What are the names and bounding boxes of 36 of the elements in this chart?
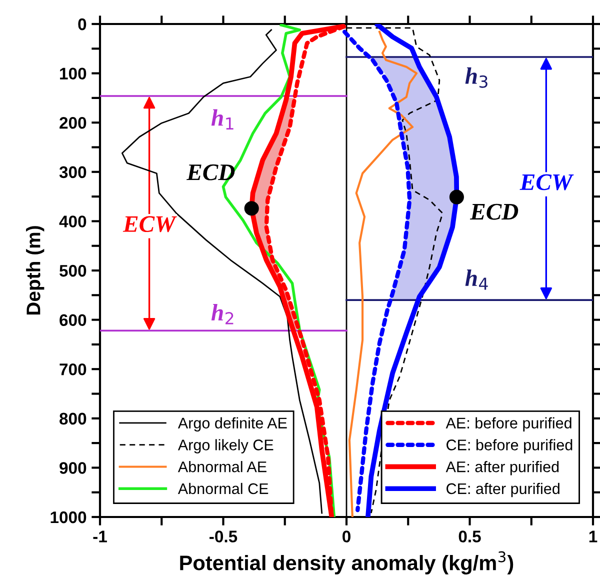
x-tick-label: 0 (342, 530, 350, 542)
y-tick-label: 500 (60, 264, 86, 277)
legend-label: CE: before purified (446, 439, 572, 454)
legend-label: AE: after purified (446, 461, 559, 476)
x-tick-label: -1 (93, 530, 107, 542)
annotation: ECD (470, 204, 518, 220)
x-tick-label: -0.5 (210, 530, 238, 542)
legend-label: Abnormal AE (178, 461, 266, 472)
line-series (348, 30, 418, 517)
x-tick-label: 1 (589, 530, 598, 542)
legend-label: Argo likely CE (178, 439, 274, 454)
annotation: h$_{1}$ (211, 109, 234, 130)
line-series (121, 29, 323, 514)
annotation: ECW (520, 174, 574, 190)
y-tick-label: 200 (60, 117, 86, 129)
legend-label: Abnormal CE (178, 482, 268, 494)
x-axis-title: Potential density anomaly (kg/m$^{3}$) (180, 551, 514, 574)
y-tick-label: 800 (60, 412, 86, 425)
line-series (342, 30, 412, 512)
legend-label: AE: before purified (446, 417, 572, 432)
x-tick-label: 0.5 (458, 530, 481, 542)
y-tick-label: 900 (60, 462, 86, 474)
y-tick-label: 600 (60, 314, 86, 326)
y-axis-title: Depth (m) (26, 226, 44, 315)
annotation: h$_{2}$ (211, 304, 234, 324)
legend-label: CE: after purified (446, 482, 560, 498)
y-tick-label: 300 (59, 166, 86, 178)
annotation: h$_{3}$ (465, 67, 488, 88)
y-tick-label: 1000 (50, 511, 86, 524)
legend-label: Argo definite AE (178, 417, 287, 432)
y-tick-label: 0 (78, 18, 86, 30)
y-tick-label: 700 (60, 364, 86, 376)
y-tick-label: 100 (60, 68, 86, 80)
y-tick-label: 400 (59, 216, 86, 228)
annotation: h$_{4}$ (465, 270, 488, 290)
annotation: ECW (122, 216, 177, 232)
